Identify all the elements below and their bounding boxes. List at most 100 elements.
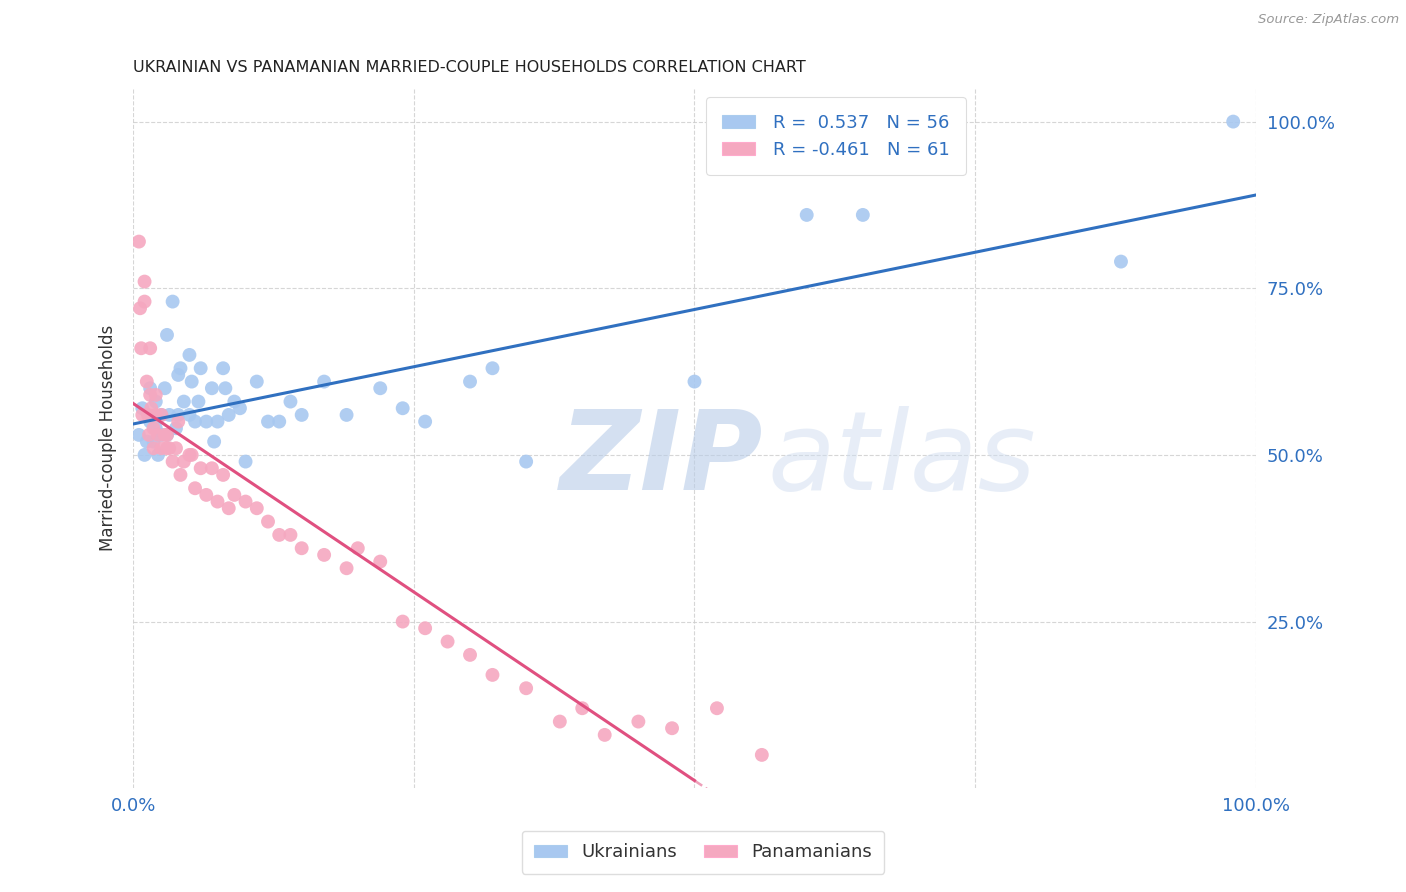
Point [269,528,291,542]
Point [167,368,190,382]
Point [134,448,156,462]
Point [165,421,187,435]
Point [548,714,571,729]
Point [413,621,436,635]
Point [235,454,257,468]
Point [150,408,173,422]
Point [195,488,218,502]
Point [134,294,156,309]
Point [214,381,236,395]
Point [229,401,252,416]
Point [139,415,162,429]
Point [145,388,167,402]
Point [145,394,167,409]
Point [335,408,357,422]
Point [129,341,152,355]
Point [156,428,179,442]
Point [224,488,246,502]
Point [269,415,291,429]
Point [131,401,153,416]
Point [169,361,191,376]
Point [173,454,195,468]
Point [179,348,201,362]
Point [291,541,314,556]
Text: Source: ZipAtlas.com: Source: ZipAtlas.com [1258,13,1399,27]
Point [796,208,818,222]
Point [150,408,173,422]
Point [212,467,235,482]
Point [751,747,773,762]
Point [128,235,150,249]
Legend: Ukrainians, Panamanians: Ukrainians, Panamanians [522,830,884,874]
Point [142,434,165,449]
Point [314,548,336,562]
Point [202,434,225,449]
Point [368,555,391,569]
Point [207,415,229,429]
Text: atlas: atlas [768,406,1036,513]
Point [190,461,212,475]
Point [257,415,280,429]
Point [515,454,537,468]
Point [291,408,314,422]
Point [201,461,224,475]
Point [436,634,458,648]
Point [391,615,413,629]
Point [515,681,537,696]
Point [157,442,180,456]
Point [571,701,593,715]
Point [391,401,413,416]
Point [180,448,202,462]
Point [184,481,207,495]
Point [218,408,240,422]
Point [1222,114,1244,128]
Point [335,561,357,575]
Point [134,275,156,289]
Point [257,515,280,529]
Point [481,668,503,682]
Point [190,361,212,376]
Point [458,375,481,389]
Point [627,714,650,729]
Point [141,401,163,416]
Point [128,428,150,442]
Point [661,721,683,735]
Point [145,421,167,435]
Point [135,375,157,389]
Point [146,428,169,442]
Point [138,428,160,442]
Point [368,381,391,395]
Point [165,442,187,456]
Point [458,648,481,662]
Point [180,375,202,389]
Point [246,501,269,516]
Point [173,394,195,409]
Text: UKRAINIAN VS PANAMANIAN MARRIED-COUPLE HOUSEHOLDS CORRELATION CHART: UKRAINIAN VS PANAMANIAN MARRIED-COUPLE H… [134,60,806,75]
Point [142,421,165,435]
Point [145,408,167,422]
Point [169,467,191,482]
Point [139,341,162,355]
Point [162,454,184,468]
Point [131,408,153,422]
Legend: R =  0.537   N = 56, R = -0.461   N = 61: R = 0.537 N = 56, R = -0.461 N = 61 [706,97,966,175]
Point [150,428,173,442]
Point [280,394,302,409]
Point [201,381,224,395]
Y-axis label: Married-couple Households: Married-couple Households [100,325,117,551]
Point [218,501,240,516]
Point [314,375,336,389]
Point [179,408,201,422]
Point [129,301,152,316]
Point [683,375,706,389]
Point [1109,254,1132,268]
Point [212,361,235,376]
Point [157,408,180,422]
Point [207,494,229,508]
Point [146,448,169,462]
Point [150,442,173,456]
Point [224,394,246,409]
Point [153,428,176,442]
Point [346,541,368,556]
Point [162,294,184,309]
